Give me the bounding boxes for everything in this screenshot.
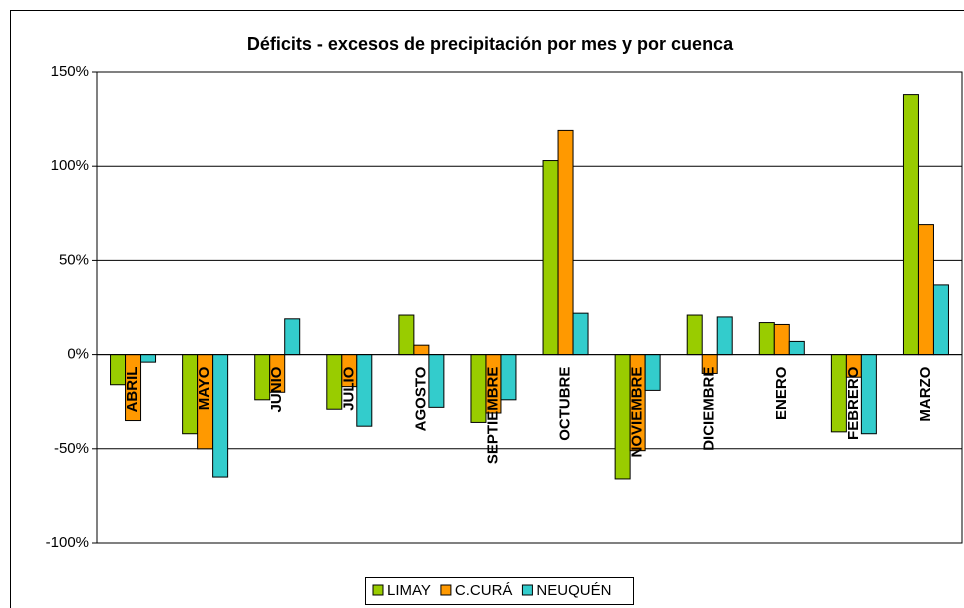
y-tick-label: -50%	[54, 440, 89, 457]
bar	[140, 354, 157, 363]
bar	[932, 284, 949, 356]
bar	[356, 354, 373, 427]
x-tick-label: ABRIL	[124, 367, 141, 413]
bar	[644, 354, 661, 391]
bar	[902, 94, 919, 356]
bar	[212, 354, 229, 478]
y-tick-label: 50%	[59, 251, 89, 268]
legend-swatch	[372, 584, 384, 596]
legend-label: NEUQUÉN	[536, 582, 611, 599]
bar	[788, 340, 805, 356]
x-tick-label: JUNIO	[268, 366, 285, 412]
legend-box	[365, 577, 634, 605]
y-tick-label: -100%	[46, 534, 89, 551]
y-tick-label: 0%	[67, 346, 89, 363]
y-tick-label: 150%	[51, 63, 89, 80]
x-tick-label: AGOSTO	[412, 366, 429, 431]
x-tick-label: JULIO	[340, 366, 357, 411]
x-tick-label: MARZO	[917, 366, 934, 421]
legend-label: C.CURÁ	[455, 582, 513, 599]
bar	[860, 354, 877, 435]
x-tick-label: NOVIEMBRE	[629, 367, 646, 458]
x-tick-label: ENERO	[773, 366, 790, 420]
bar	[917, 224, 934, 356]
y-tick-label: 100%	[51, 157, 89, 174]
bar	[572, 312, 589, 356]
legend: LIMAY C.CURÁ NEUQUÉN	[365, 577, 634, 605]
bar	[428, 354, 445, 408]
x-tick-label: DICIEMBRE	[701, 367, 718, 451]
bar	[557, 129, 574, 356]
bar	[773, 323, 790, 356]
x-tick-label: SEPTIEMBRE	[484, 367, 501, 465]
chart-title: Déficits - excesos de precipitación por …	[247, 34, 734, 54]
x-tick-label: FEBRERO	[845, 366, 862, 440]
bar	[716, 316, 733, 356]
legend-swatch	[440, 584, 452, 596]
bar	[542, 160, 559, 356]
legend-swatch	[521, 584, 533, 596]
x-tick-label: MAYO	[196, 366, 213, 410]
bar	[500, 354, 517, 401]
legend-label: LIMAY	[387, 582, 431, 599]
plot-area	[96, 71, 963, 544]
bar	[398, 314, 415, 356]
bar	[758, 322, 775, 356]
x-tick-label: OCTUBRE	[557, 367, 574, 441]
bar	[686, 314, 703, 356]
bar	[284, 318, 301, 356]
bar	[413, 344, 430, 356]
